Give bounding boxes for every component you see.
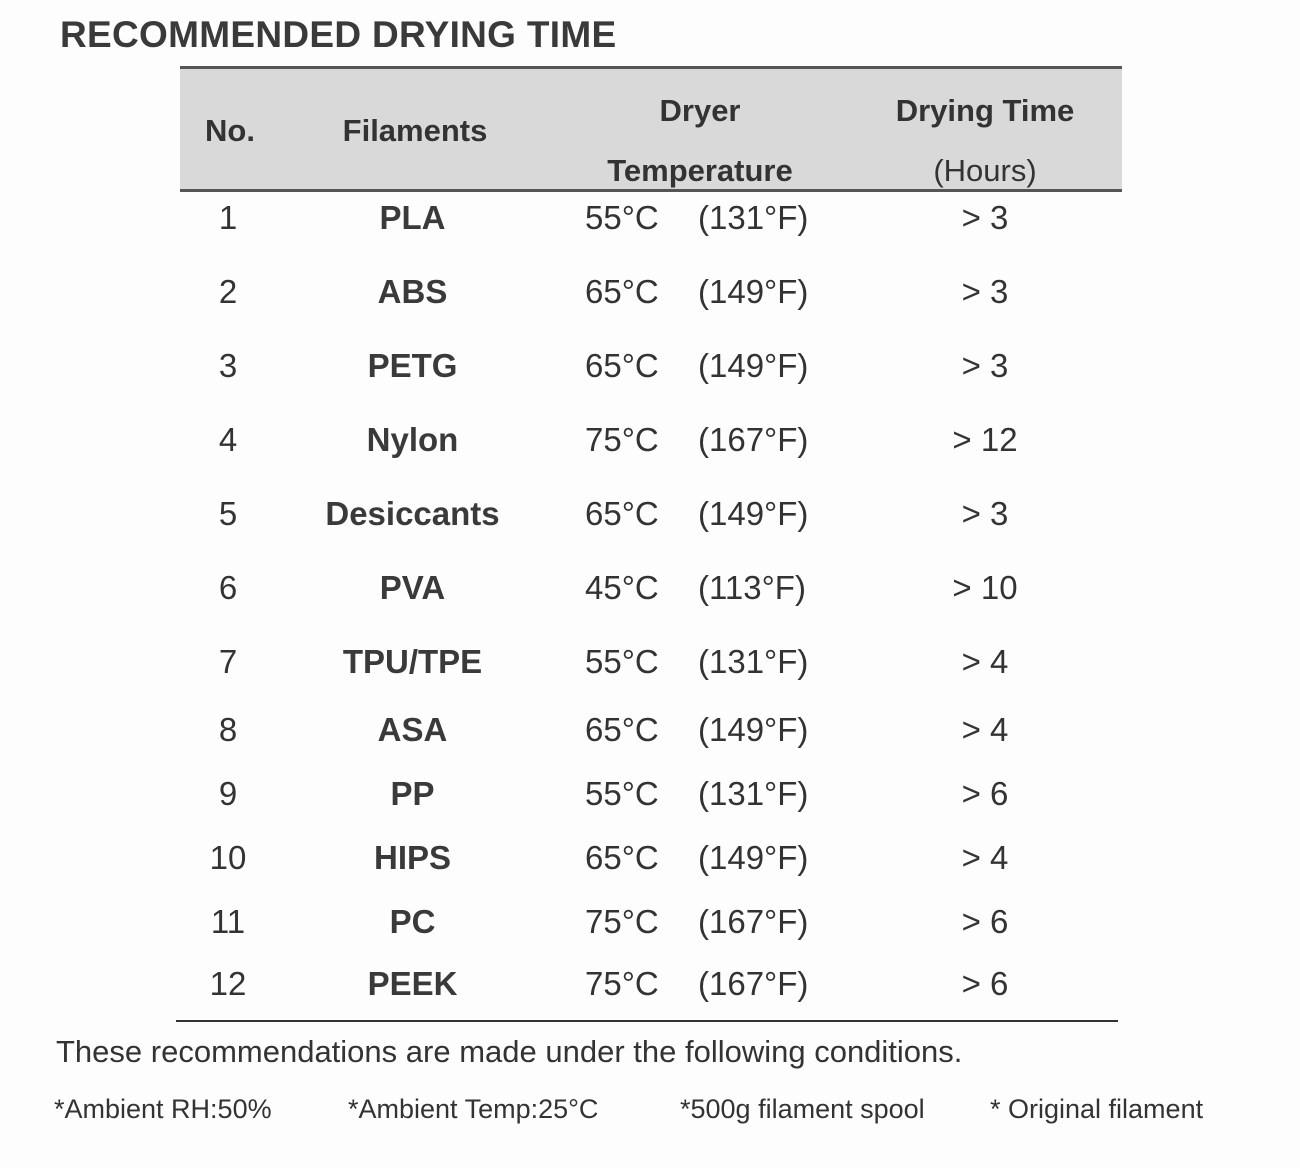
row-drying-time: > 6 bbox=[961, 775, 1009, 812]
table-row: 11 PC 75°C (167°F) > 6 bbox=[180, 892, 1122, 952]
row-temp-fahrenheit: (167°F) bbox=[698, 421, 809, 458]
table-row: 9 PP 55°C (131°F) > 6 bbox=[180, 764, 1122, 824]
row-number: 4 bbox=[218, 421, 238, 458]
table-row: 1 PLA 55°C (131°F) > 3 bbox=[180, 188, 1122, 248]
row-temp-fahrenheit: (131°F) bbox=[698, 199, 809, 236]
row-filament: TPU/TPE bbox=[342, 643, 483, 680]
table-row: 10 HIPS 65°C (149°F) > 4 bbox=[180, 828, 1122, 888]
row-filament: Nylon bbox=[366, 421, 459, 458]
row-filament: PEEK bbox=[367, 965, 458, 1002]
row-temp-celsius: 65°C bbox=[585, 711, 659, 748]
header-temperature: Dryer Temperature bbox=[580, 81, 820, 201]
row-drying-time: > 12 bbox=[952, 421, 1018, 458]
row-temp-fahrenheit: (167°F) bbox=[698, 965, 809, 1002]
row-temp-celsius: 45°C bbox=[585, 569, 659, 606]
conditions-note: These recommendations are made under the… bbox=[56, 1034, 963, 1069]
row-temp-fahrenheit: (131°F) bbox=[698, 775, 809, 812]
table-row: 5 Desiccants 65°C (149°F) > 3 bbox=[180, 484, 1122, 544]
row-filament: ASA bbox=[377, 711, 448, 748]
row-drying-time: > 3 bbox=[961, 273, 1009, 310]
row-temp-celsius: 75°C bbox=[585, 421, 659, 458]
row-temp-celsius: 55°C bbox=[585, 775, 659, 812]
row-number: 10 bbox=[209, 839, 247, 876]
row-filament: PVA bbox=[379, 569, 446, 606]
row-drying-time: > 3 bbox=[961, 347, 1009, 384]
table-row: 8 ASA 65°C (149°F) > 4 bbox=[180, 700, 1122, 760]
row-number: 1 bbox=[218, 199, 238, 236]
condition-spool: *500g filament spool bbox=[680, 1094, 925, 1124]
row-filament: HIPS bbox=[373, 839, 452, 876]
row-drying-time: > 4 bbox=[961, 643, 1009, 680]
table-row: 6 PVA 45°C (113°F) > 10 bbox=[180, 558, 1122, 618]
table-row: 2 ABS 65°C (149°F) > 3 bbox=[180, 262, 1122, 322]
table-row: 7 TPU/TPE 55°C (131°F) > 4 bbox=[180, 632, 1122, 692]
header-no: No. bbox=[205, 113, 255, 148]
drying-time-table: No. Filaments Dryer Temperature Drying T… bbox=[180, 66, 1122, 1002]
table-row: 4 Nylon 75°C (167°F) > 12 bbox=[180, 410, 1122, 470]
row-temp-celsius: 65°C bbox=[585, 839, 659, 876]
row-number: 2 bbox=[218, 273, 238, 310]
row-number: 6 bbox=[218, 569, 238, 606]
header-filaments: Filaments bbox=[342, 113, 488, 148]
row-filament: ABS bbox=[377, 273, 448, 310]
page-title: RECOMMENDED DRYING TIME bbox=[60, 14, 617, 55]
row-drying-time: > 3 bbox=[961, 199, 1009, 236]
row-temp-celsius: 65°C bbox=[585, 347, 659, 384]
row-drying-time: > 10 bbox=[952, 569, 1018, 606]
header-temperature-line2: Temperature bbox=[607, 153, 793, 188]
row-drying-time: > 4 bbox=[961, 711, 1009, 748]
table-row: 12 PEEK 75°C (167°F) > 6 bbox=[180, 954, 1122, 1014]
condition-rh: *Ambient RH:50% bbox=[54, 1094, 272, 1124]
row-temp-fahrenheit: (149°F) bbox=[698, 839, 809, 876]
header-drying-time-line1: Drying Time bbox=[895, 93, 1075, 128]
row-drying-time: > 6 bbox=[961, 965, 1009, 1002]
row-temp-celsius: 55°C bbox=[585, 199, 659, 236]
row-temp-fahrenheit: (149°F) bbox=[698, 273, 809, 310]
row-temp-fahrenheit: (149°F) bbox=[698, 711, 809, 748]
row-temp-fahrenheit: (149°F) bbox=[698, 347, 809, 384]
row-temp-fahrenheit: (131°F) bbox=[698, 643, 809, 680]
row-number: 11 bbox=[210, 903, 246, 940]
header-drying-time: Drying Time (Hours) bbox=[870, 81, 1100, 201]
row-filament: PC bbox=[389, 903, 436, 940]
condition-temp: *Ambient Temp:25°C bbox=[348, 1094, 599, 1124]
row-drying-time: > 3 bbox=[961, 495, 1009, 532]
condition-original: * Original filament bbox=[990, 1094, 1204, 1124]
row-drying-time: > 6 bbox=[961, 903, 1009, 940]
table-row: 3 PETG 65°C (149°F) > 3 bbox=[180, 336, 1122, 396]
row-number: 3 bbox=[218, 347, 238, 384]
row-temp-celsius: 75°C bbox=[585, 965, 659, 1002]
row-temp-celsius: 65°C bbox=[585, 495, 659, 532]
row-number: 5 bbox=[218, 495, 238, 532]
row-temp-fahrenheit: (113°F) bbox=[698, 569, 806, 606]
row-filament: PP bbox=[390, 775, 435, 812]
row-temp-celsius: 65°C bbox=[585, 273, 659, 310]
row-temp-celsius: 55°C bbox=[585, 643, 659, 680]
row-temp-celsius: 75°C bbox=[585, 903, 659, 940]
row-number: 8 bbox=[218, 711, 238, 748]
row-number: 7 bbox=[218, 643, 238, 680]
row-temp-fahrenheit: (149°F) bbox=[698, 495, 809, 532]
row-filament: PLA bbox=[379, 199, 446, 236]
row-filament: Desiccants bbox=[325, 495, 500, 532]
row-temp-fahrenheit: (167°F) bbox=[698, 903, 809, 940]
row-drying-time: > 4 bbox=[961, 839, 1009, 876]
header-drying-time-line2: (Hours) bbox=[933, 153, 1037, 188]
row-number: 12 bbox=[209, 965, 247, 1002]
row-number: 9 bbox=[218, 775, 238, 812]
table-bottom-rule bbox=[176, 1020, 1118, 1022]
header-temperature-line1: Dryer bbox=[659, 93, 741, 128]
table-header: No. Filaments Dryer Temperature Drying T… bbox=[180, 66, 1122, 192]
row-filament: PETG bbox=[367, 347, 458, 384]
